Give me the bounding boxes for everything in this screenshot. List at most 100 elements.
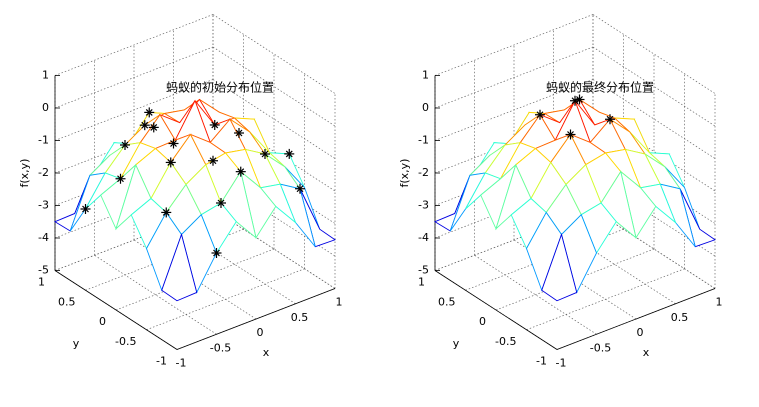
marker-stroke [571,97,579,105]
mesh-cell [541,232,578,302]
y-tick-label: -0.5 [115,335,136,348]
ant-marker [208,155,218,166]
ant-marker [284,148,295,159]
z-tick-label: -3 [38,199,49,212]
x-tick-label: 1 [336,296,343,309]
y-tick-label: 0 [479,315,486,328]
marker-stroke [209,157,217,165]
ant-marker [605,114,615,125]
z-axis-label: f(x,y) [398,159,411,188]
chart-title: 蚂蚁的初始分布位置 [166,80,274,95]
y-tick-label: -0.5 [495,335,516,348]
mesh-cell [161,232,198,302]
z-tick-label: -4 [38,231,49,244]
grid-line [526,268,685,331]
marker-stroke [211,121,219,129]
z-tick-label: -2 [38,166,49,179]
z-tick-label: -5 [38,264,49,277]
x-axis [556,288,716,350]
z-tick-label: -2 [418,166,429,179]
ant-marker [139,120,150,131]
z-tick-label: -4 [418,231,429,244]
ant-marker [211,248,222,258]
z-tick-label: -5 [418,264,429,277]
marker-stroke [296,185,304,193]
marker-stroke [82,205,89,213]
marker-stroke [167,159,175,166]
y-axis [54,270,178,350]
marker-stroke [170,140,177,147]
ant-marker [115,173,126,184]
ant-marker [80,204,91,214]
marker-stroke [285,150,293,158]
y-tick-label: 0 [99,315,106,328]
marker-stroke [536,111,544,119]
ant-marker [165,157,176,168]
ant-marker [570,95,580,106]
y-axis-label: y [453,337,460,350]
marker-stroke [576,96,583,103]
marker-stroke [235,129,243,137]
y-tick-label: 1 [38,276,45,289]
ant-marker [565,129,576,140]
x-tick-label: -1 [556,357,567,370]
y-axis-label: y [73,337,80,350]
marker-stroke [237,168,245,176]
y-tick-label: -1 [536,355,547,368]
z-axis-label: f(x,y) [18,159,31,188]
z-tick-label: -1 [38,134,49,147]
grid-line [434,14,594,76]
x-tick-label: 0.5 [671,311,689,324]
marker-stroke [162,209,170,216]
chart-title: 蚂蚁的最终分布位置 [546,80,654,95]
surface-chart: -5 -4 -3 -2 -1 0 1 -1 -0.5 0 0.5 1 -1 -0.5 0 0.5 1 f(x,y)… [398,14,723,370]
marker-stroke [213,249,220,257]
marker-stroke [261,150,269,158]
ant-marker [161,207,172,218]
x-axis-label: x [263,346,270,359]
ant-marker [144,107,155,118]
y-axis [434,270,558,350]
marker-stroke [121,141,129,149]
x-tick-label: 1 [716,296,723,309]
marker-stroke [217,199,225,207]
ant-marker [148,122,159,133]
y-tick-label: -1 [156,355,167,368]
ant-marker [295,183,305,194]
ant-marker [209,119,220,130]
ant-marker [168,138,179,149]
x-tick-label: -0.5 [590,341,611,354]
surface-chart: -5 -4 -3 -2 -1 0 1 -1 -0.5 0 0.5 1 -1 -0.5 0 0.5 1 f(x,y)… [18,14,343,370]
marker-stroke [117,175,124,183]
z-tick-label: -3 [418,199,429,212]
y-tick-label: 0.5 [438,295,456,308]
x-tick-label: 0.5 [291,311,309,324]
x-tick-label: -1 [176,357,187,370]
grid-line [146,268,305,331]
x-axis-label: x [643,346,650,359]
marker-stroke [150,123,158,131]
marker-stroke [606,115,614,123]
z-tick-label: 0 [422,101,429,114]
ant-marker [235,166,246,177]
ant-marker [234,128,244,138]
z-tick-label: 0 [42,101,49,114]
grid-line [54,14,214,76]
ant-marker [535,109,545,120]
ant-marker [260,149,270,159]
x-tick-label: 0 [257,326,264,339]
marker-stroke [567,131,574,138]
x-tick-label: -0.5 [210,341,231,354]
z-tick-label: 1 [42,69,49,82]
x-tick-label: 0 [637,326,644,339]
ant-marker [216,198,226,208]
z-tick-label: 1 [422,69,429,82]
ant-marker [120,140,130,150]
y-tick-label: 1 [418,276,425,289]
marker-stroke [145,108,153,116]
z-tick-label: -1 [418,134,429,147]
x-axis [176,288,336,350]
y-tick-label: 0.5 [58,295,76,308]
marker-stroke [141,121,149,129]
